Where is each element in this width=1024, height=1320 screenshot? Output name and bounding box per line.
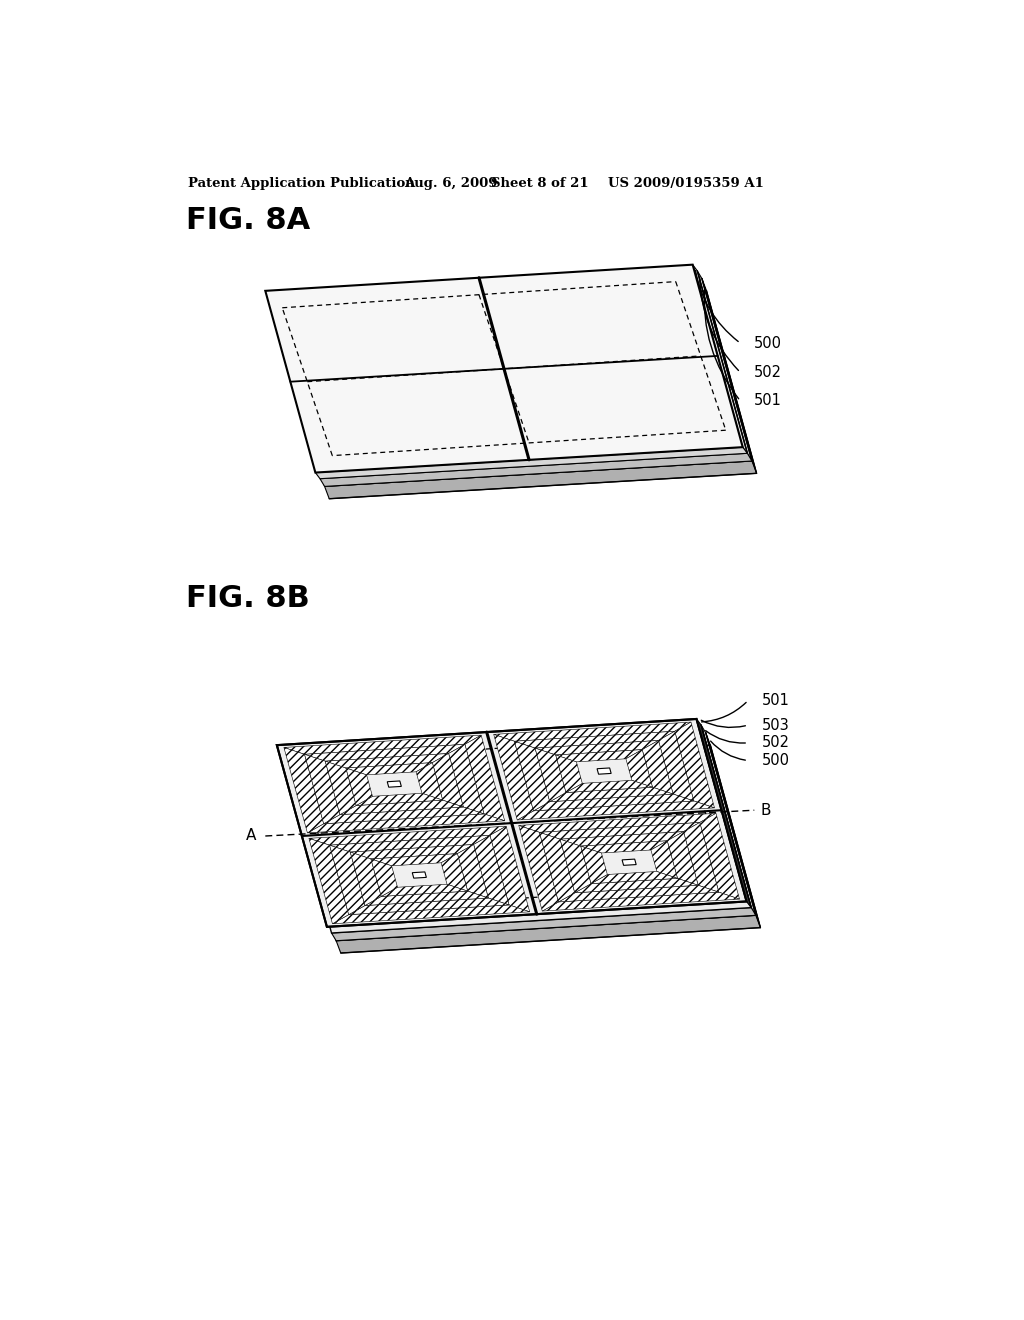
- Polygon shape: [558, 886, 719, 902]
- Polygon shape: [315, 447, 748, 479]
- Text: 500: 500: [755, 335, 782, 351]
- Polygon shape: [381, 884, 468, 896]
- Polygon shape: [449, 744, 484, 814]
- Polygon shape: [626, 750, 652, 787]
- Polygon shape: [330, 836, 489, 853]
- Polygon shape: [346, 763, 432, 775]
- Polygon shape: [517, 801, 715, 820]
- Polygon shape: [458, 845, 488, 898]
- Polygon shape: [349, 898, 509, 915]
- Polygon shape: [284, 735, 481, 754]
- Polygon shape: [494, 722, 691, 742]
- Polygon shape: [540, 822, 699, 840]
- Polygon shape: [304, 754, 340, 824]
- Text: B: B: [761, 803, 771, 817]
- Polygon shape: [489, 826, 529, 912]
- Polygon shape: [597, 768, 611, 775]
- Text: 501: 501: [762, 693, 790, 708]
- Polygon shape: [560, 832, 683, 846]
- Polygon shape: [333, 906, 529, 924]
- Polygon shape: [309, 826, 506, 845]
- Polygon shape: [556, 755, 583, 792]
- Text: 503: 503: [762, 718, 790, 733]
- Polygon shape: [706, 733, 761, 928]
- Polygon shape: [642, 741, 673, 795]
- Polygon shape: [319, 453, 752, 487]
- Polygon shape: [536, 748, 566, 801]
- Polygon shape: [519, 813, 716, 833]
- Polygon shape: [581, 846, 607, 883]
- Text: Sheet 8 of 21: Sheet 8 of 21: [490, 177, 589, 190]
- Polygon shape: [692, 264, 748, 453]
- Polygon shape: [356, 793, 442, 805]
- Polygon shape: [332, 908, 756, 941]
- Polygon shape: [699, 813, 739, 899]
- Polygon shape: [330, 845, 365, 915]
- Polygon shape: [543, 892, 739, 911]
- Polygon shape: [284, 747, 324, 833]
- Polygon shape: [514, 742, 550, 810]
- Polygon shape: [340, 800, 463, 814]
- Polygon shape: [365, 891, 488, 906]
- Polygon shape: [696, 719, 752, 908]
- Polygon shape: [574, 878, 698, 892]
- Polygon shape: [514, 731, 675, 748]
- Text: 502: 502: [755, 364, 782, 380]
- Text: FIG. 8A: FIG. 8A: [186, 206, 310, 235]
- Polygon shape: [697, 271, 752, 461]
- Polygon shape: [326, 754, 449, 768]
- Polygon shape: [668, 832, 698, 886]
- Polygon shape: [683, 822, 719, 892]
- Polygon shape: [265, 264, 742, 473]
- Text: Aug. 6, 2009: Aug. 6, 2009: [403, 177, 498, 190]
- Polygon shape: [282, 725, 752, 933]
- Polygon shape: [675, 722, 715, 808]
- Polygon shape: [658, 731, 694, 801]
- Polygon shape: [534, 795, 694, 810]
- Text: 502: 502: [762, 735, 790, 750]
- Polygon shape: [309, 838, 349, 924]
- Polygon shape: [304, 744, 465, 762]
- Polygon shape: [371, 859, 397, 896]
- Polygon shape: [581, 841, 668, 853]
- Polygon shape: [413, 873, 426, 878]
- Polygon shape: [324, 807, 484, 824]
- Text: 500: 500: [762, 752, 790, 768]
- Polygon shape: [286, 733, 756, 941]
- Text: US 2009/0195359 A1: US 2009/0195359 A1: [608, 177, 764, 190]
- Polygon shape: [441, 854, 468, 891]
- Polygon shape: [371, 854, 458, 866]
- Polygon shape: [326, 762, 356, 814]
- Polygon shape: [474, 836, 509, 906]
- Polygon shape: [566, 780, 652, 792]
- Polygon shape: [556, 750, 642, 762]
- Polygon shape: [701, 279, 757, 474]
- Text: 501: 501: [755, 393, 782, 408]
- Polygon shape: [325, 461, 757, 499]
- Polygon shape: [651, 841, 678, 878]
- Polygon shape: [560, 840, 591, 892]
- Polygon shape: [346, 768, 373, 805]
- Polygon shape: [416, 763, 442, 800]
- Polygon shape: [387, 781, 401, 787]
- Polygon shape: [701, 725, 756, 915]
- Polygon shape: [519, 825, 558, 911]
- Polygon shape: [465, 735, 505, 821]
- Polygon shape: [307, 814, 505, 833]
- Polygon shape: [550, 787, 673, 801]
- Polygon shape: [274, 279, 752, 487]
- Polygon shape: [336, 915, 761, 953]
- Polygon shape: [591, 871, 678, 883]
- Text: FIG. 8B: FIG. 8B: [186, 585, 309, 614]
- Polygon shape: [494, 734, 534, 820]
- Text: A: A: [246, 829, 256, 843]
- Polygon shape: [276, 719, 746, 927]
- Polygon shape: [536, 741, 658, 755]
- Polygon shape: [350, 853, 381, 906]
- Polygon shape: [623, 859, 636, 866]
- Polygon shape: [432, 754, 463, 807]
- Text: Patent Application Publication: Patent Application Publication: [188, 177, 415, 190]
- Polygon shape: [350, 845, 474, 859]
- Polygon shape: [540, 833, 574, 902]
